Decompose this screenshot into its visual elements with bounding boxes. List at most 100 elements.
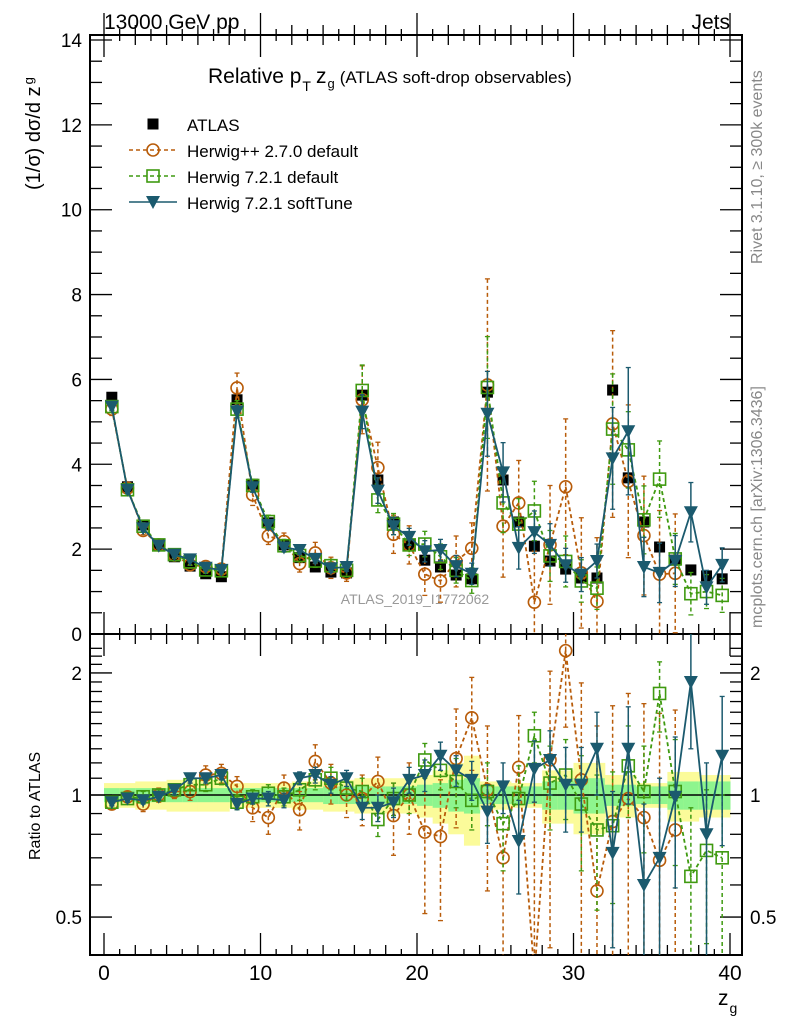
data-point — [480, 407, 495, 421]
data-point — [543, 538, 558, 552]
ratio-point — [183, 772, 198, 786]
title-zsub: g — [327, 76, 334, 91]
data-point — [605, 452, 620, 466]
analysis-watermark: ATLAS_2019_I1772062 — [341, 591, 490, 607]
data-point — [683, 506, 698, 520]
ratio-ytick-label: 2 — [71, 664, 82, 685]
title-z: z — [316, 65, 327, 88]
ratio-point — [230, 798, 245, 812]
data-point — [292, 543, 307, 557]
data-point — [245, 481, 260, 495]
legend-marker — [146, 169, 160, 183]
data-point — [433, 543, 448, 557]
data-point — [496, 466, 511, 480]
ratio-ytick-label-right: 1 — [750, 786, 761, 807]
ratio-point — [637, 784, 651, 799]
ratio-point — [386, 796, 401, 810]
data-point — [684, 586, 698, 601]
plot-title: Relative pT zg (ATLAS soft-drop observable… — [208, 65, 572, 94]
ratio-point — [511, 835, 526, 849]
data-point — [230, 405, 245, 419]
data-point — [574, 568, 589, 582]
ratio-point — [261, 810, 276, 825]
ratio-point — [120, 792, 135, 806]
main-panel-series — [104, 278, 730, 634]
data-point — [558, 479, 573, 494]
ratio-point — [527, 762, 542, 776]
ratio-point — [355, 801, 370, 815]
data-point — [699, 581, 714, 595]
ratio-ylabel: Ratio to ATLAS — [27, 752, 44, 860]
data-point — [621, 425, 636, 439]
legend-item-atlas: ATLAS — [147, 116, 240, 135]
ratio-point — [198, 772, 213, 786]
main-ylabel: (1/σ) dσ/d z g — [21, 77, 45, 190]
data-point — [449, 560, 464, 574]
data-point — [214, 563, 229, 577]
ratio-point — [449, 764, 464, 778]
main-ylabel-text: (1/σ) dσ/d z — [23, 86, 45, 190]
xtick-label: 10 — [249, 962, 272, 985]
legend-marker — [147, 118, 159, 130]
legend: ATLAS Herwig++ 2.7.0 default Herwig 7.2.1 … — [129, 116, 358, 213]
ratio-ytick-label: 1 — [71, 786, 82, 807]
ratio-point — [370, 801, 385, 815]
data-point — [715, 588, 729, 603]
data-point — [308, 552, 323, 566]
main-ytick-label: 6 — [71, 370, 82, 391]
legend-label: Herwig 7.2.1 default — [187, 168, 338, 187]
ratio-point — [417, 769, 432, 783]
data-point — [106, 391, 118, 403]
ratio-point — [668, 790, 683, 804]
legend-item-softtune: Herwig 7.2.1 softTune — [129, 194, 353, 213]
data-point — [652, 566, 667, 580]
ratio-point — [715, 851, 729, 865]
ratio-point — [308, 769, 323, 783]
ratio-point — [496, 780, 511, 794]
data-point — [464, 541, 479, 556]
data-point — [355, 405, 370, 419]
data-point — [183, 553, 198, 567]
mcplots-note: mcplots.cern.ch [arXiv:1306.3436] — [749, 386, 766, 628]
ratio-point — [167, 783, 182, 797]
ratio-point — [652, 851, 667, 865]
ratio-point — [683, 675, 698, 689]
data-point — [323, 562, 338, 576]
data-point — [104, 400, 119, 414]
xtick-label: 30 — [562, 962, 585, 985]
data-point — [558, 559, 573, 573]
ratio-ytick-label-right: 0.5 — [750, 908, 776, 929]
data-point — [386, 520, 401, 534]
data-point — [339, 560, 354, 574]
data-point — [151, 539, 166, 553]
ratio-point — [214, 769, 229, 783]
data-point — [589, 555, 604, 569]
ratio-point — [543, 753, 558, 767]
ratio-point — [605, 846, 620, 860]
data-point — [120, 483, 135, 497]
ratio-point — [684, 869, 698, 884]
data-point — [167, 548, 182, 562]
data-point — [685, 564, 697, 576]
data-point — [402, 530, 417, 544]
legend-label: ATLAS — [187, 116, 240, 135]
legend-item-herwig721: Herwig 7.2.1 default — [129, 168, 338, 187]
title-sub: T — [302, 78, 311, 94]
data-point — [371, 460, 385, 475]
main-ytick-label: 12 — [61, 116, 82, 137]
ratio-point — [276, 794, 291, 808]
ratio-point — [402, 773, 417, 787]
main-ytick-label: 2 — [71, 540, 82, 561]
ratio-panel-series — [104, 634, 730, 955]
rivet-note: Rivet 3.1.10, ≥ 300k events — [749, 70, 766, 264]
ratio-point — [136, 794, 151, 808]
ratio-point — [589, 742, 604, 756]
legend-marker — [146, 196, 160, 209]
ratio-point — [323, 778, 338, 792]
ratio-point — [558, 643, 573, 658]
ratio-point — [636, 878, 651, 892]
ratio-point — [433, 749, 448, 763]
data-point — [198, 561, 213, 575]
